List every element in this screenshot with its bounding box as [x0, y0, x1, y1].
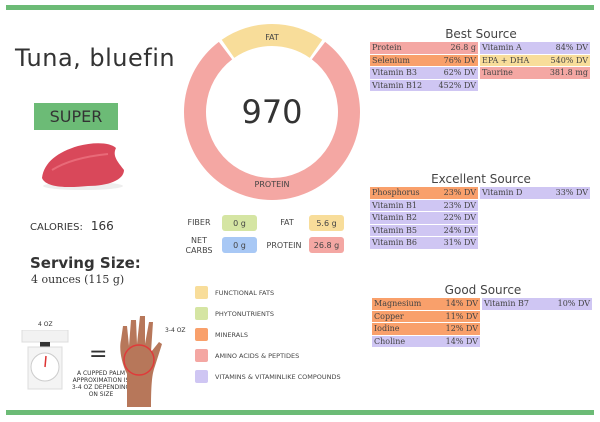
cupped-hand-image [120, 316, 162, 407]
nutrient-value: 11% DV [445, 311, 478, 321]
nutrient-row: Vitamin A 84% DV [480, 42, 590, 54]
nutrient-name: EPA + DHA [482, 55, 530, 65]
section-title: Good Source [444, 283, 522, 297]
nutrient-name: Iodine [374, 324, 400, 334]
donut-segment-fat [221, 24, 323, 58]
nutrient-value: 381.8 mg [549, 68, 588, 78]
nutrient-value: 24% DV [443, 225, 476, 235]
top-accent-bar [6, 5, 594, 10]
legend-label: FUNCTIONAL FATS [215, 289, 275, 297]
nutrient-row: Vitamin B7 10% DV [482, 298, 592, 310]
nutrient-name: Magnesium [374, 299, 422, 309]
palm-label: 3-4 OZ [165, 327, 186, 334]
nutrient-value: 23% DV [443, 200, 476, 210]
nutrient-row: Magnesium 14% DV [372, 298, 480, 310]
nutrient-value: 23% DV [443, 188, 476, 198]
calories-label: CALORIES: [30, 222, 83, 233]
legend-label: PHYTONUTRIENTS [215, 310, 274, 318]
macro-label-fiber: FIBER [187, 218, 211, 227]
nutrient-name: Phosphorus [372, 188, 420, 198]
macro-value-net-carbs: 0 g [222, 237, 257, 253]
nutrient-value: 540% DV [550, 55, 588, 65]
legend-swatch [195, 349, 208, 362]
nutrient-value: 14% DV [445, 299, 478, 309]
calories-value: 166 [90, 219, 114, 233]
nutrient-name: Vitamin B3 [372, 68, 417, 78]
food-title: Tuna, bluefin [15, 44, 176, 72]
nutrient-row: Selenium 76% DV [370, 54, 478, 66]
rating-badge: SUPER [34, 103, 118, 130]
nutrient-name: Choline [374, 336, 406, 346]
nutrient-row: Vitamin B3 62% DV [370, 67, 478, 79]
nutrient-name: Copper [374, 311, 404, 321]
nutrient-name: Protein [372, 43, 402, 53]
nutrient-value: 26.8 g [450, 43, 476, 53]
nutrient-row: Vitamin B12 452% DV [370, 79, 478, 91]
macro-label-protein: PROTEIN [266, 241, 302, 250]
nutrient-donut-chart: 970 FAT PROTEIN [184, 24, 360, 200]
nutrient-name: Vitamin B2 [372, 213, 417, 223]
nutrient-value: 33% DV [555, 188, 588, 198]
legend-label: MINERALS [215, 331, 248, 339]
tuna-steak-image [42, 143, 124, 190]
nutrient-row: Vitamin B6 31% DV [370, 237, 478, 249]
nutrient-row: Vitamin D 33% DV [480, 187, 590, 199]
nutrient-row: Phosphorus 23% DV [370, 187, 478, 199]
nutrient-value: 22% DV [443, 213, 476, 223]
nutrient-name: Vitamin B12 [372, 80, 423, 90]
nutrient-value: 12% DV [445, 324, 478, 334]
nutrient-name: Vitamin B5 [372, 225, 417, 235]
good-source-section: Good Source Magnesium 14% DV Vitamin B7 10% … [372, 283, 594, 347]
calories: CALORIES: 166 [30, 219, 114, 233]
nutrient-row: Taurine 381.8 mg [480, 67, 590, 79]
macro-label-net-carbs: NET CARBS [185, 236, 213, 255]
bottom-accent-bar [6, 410, 594, 415]
section-title: Excellent Source [431, 172, 531, 186]
macro-value-protein: 26.8 g [309, 237, 344, 253]
legend-swatch [195, 307, 208, 320]
nutrient-name: Vitamin B1 [372, 200, 417, 210]
donut-label-fat: FAT [265, 33, 279, 42]
macro-value-fat: 5.6 g [309, 215, 344, 231]
scale-label: 4 OZ [38, 321, 53, 328]
nutrient-name: Vitamin B7 [484, 299, 529, 309]
nutrient-value: 62% DV [443, 68, 476, 78]
nutrient-name: Vitamin B6 [372, 238, 417, 248]
excellent-source-section: Excellent Source Phosphorus 23% DV Vitamin … [370, 172, 592, 249]
nutrient-name: Vitamin D [482, 188, 523, 198]
serving-size-value: 4 ounces (115 g) [31, 273, 125, 286]
nutrient-row: Vitamin B5 24% DV [370, 224, 478, 236]
serving-size-title: Serving Size: [30, 254, 141, 272]
nutrient-row: Iodine 12% DV [372, 323, 480, 335]
nutrient-row: EPA + DHA 540% DV [480, 54, 590, 66]
nutrient-name: Vitamin A [482, 43, 522, 53]
legend-swatch [195, 286, 208, 299]
nutrient-value: 76% DV [443, 55, 476, 65]
nutrient-name: Selenium [372, 55, 410, 65]
macro-label-fat: FAT [280, 218, 294, 227]
palm-caption: A CUPPED PALM APPROXIMATION IS 3-4 OZ DE… [71, 370, 131, 398]
best-source-section: Best Source Protein 26.8 g Vitamin A 84% DV S… [370, 27, 592, 91]
nutrient-row: Vitamin B1 23% DV [370, 199, 478, 211]
legend-swatch [195, 370, 208, 383]
legend-label: VITAMINS & VITAMINLIKE COMPOUNDS [215, 373, 341, 381]
nutrient-row: Vitamin B2 22% DV [370, 212, 478, 224]
nutrient-score: 970 [241, 93, 302, 131]
nutrient-row: Choline 14% DV [372, 335, 480, 347]
macro-value-fiber: 0 g [222, 215, 257, 231]
equals-sign: = [89, 342, 108, 367]
kitchen-scale-icon [21, 330, 69, 390]
section-title: Best Source [445, 27, 517, 41]
legend-swatch [195, 328, 208, 341]
donut-label-protein: PROTEIN [255, 180, 290, 189]
nutrient-row: Copper 11% DV [372, 310, 480, 322]
nutrient-row: Protein 26.8 g [370, 42, 478, 54]
nutrient-value: 84% DV [555, 43, 588, 53]
nutrient-value: 10% DV [557, 299, 590, 309]
nutrient-value: 14% DV [445, 336, 478, 346]
nutrient-value: 452% DV [438, 80, 476, 90]
nutrient-value: 31% DV [443, 238, 476, 248]
legend-label: AMINO ACIDS & PEPTIDES [215, 352, 300, 360]
nutrient-name: Taurine [482, 68, 513, 78]
